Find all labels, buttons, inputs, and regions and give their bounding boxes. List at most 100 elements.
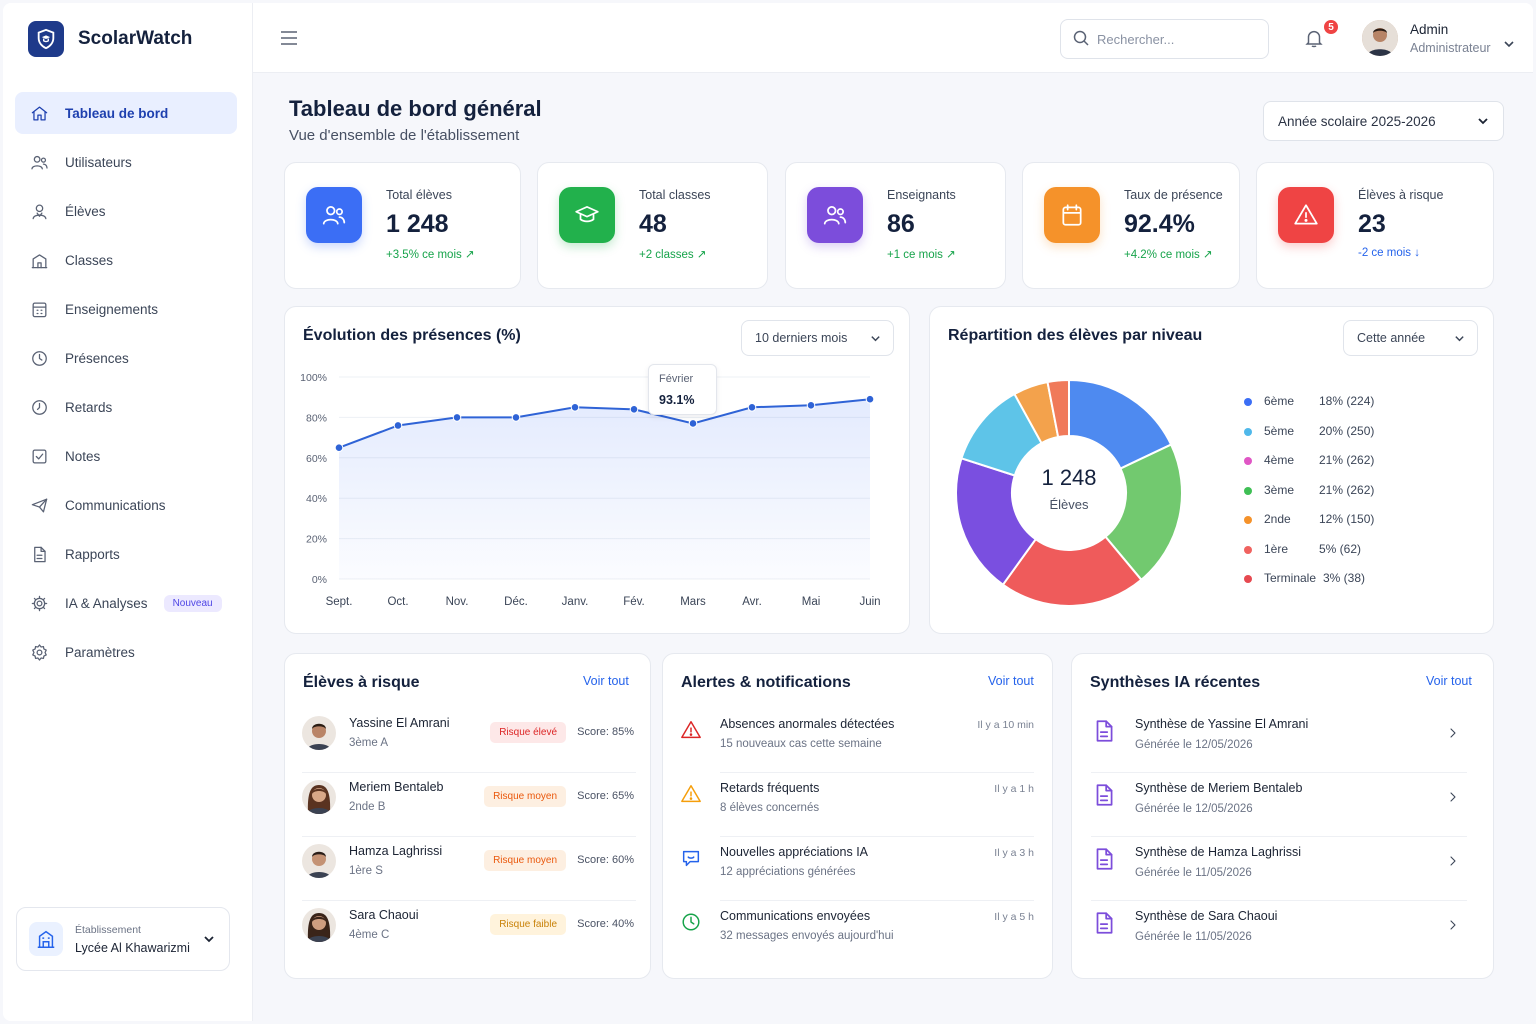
kpi-value: 23 <box>1358 210 1386 238</box>
kpi-label: Élèves à risque <box>1358 188 1444 202</box>
sidebar-item-notes[interactable]: Notes <box>15 435 237 477</box>
student-name: Meriem Bentaleb <box>349 780 444 794</box>
data-point[interactable] <box>688 419 698 428</box>
alert-row[interactable]: Nouvelles appréciations IA 12 appréciatio… <box>663 840 1052 904</box>
brand[interactable]: ScolarWatch <box>28 21 192 57</box>
kpi-delta: +3.5% ce mois ↗ <box>386 249 475 261</box>
data-point[interactable] <box>570 403 580 412</box>
sidebar-item-classes[interactable]: Classes <box>15 239 237 281</box>
kpi-card[interactable]: Total élèves 1 248 +3.5% ce mois ↗ <box>284 162 521 289</box>
alerts-see-all-link[interactable]: Voir tout <box>988 674 1034 688</box>
sidebar: ScolarWatch Tableau de bord Utilisateurs É… <box>3 3 253 1021</box>
alert-row[interactable]: Retards fréquents 8 élèves concernés Il y … <box>663 776 1052 840</box>
kpi-value: 92.4% <box>1124 210 1195 238</box>
kpi-label: Taux de présence <box>1124 188 1223 202</box>
distribution-card: Répartition des élèves par niveau Cette … <box>929 306 1494 634</box>
search-input[interactable]: Rechercher... <box>1060 19 1269 59</box>
establishment-label: Établissement <box>75 923 141 936</box>
search-icon <box>1073 30 1097 49</box>
chevron-right-icon[interactable] <box>1445 853 1461 874</box>
teachers-icon <box>807 187 863 243</box>
sidebar-item-communications[interactable]: Communications <box>15 484 237 526</box>
donut-slice[interactable] <box>1104 443 1183 582</box>
chevron-right-icon[interactable] <box>1445 789 1461 810</box>
x-tick-label: Oct. <box>387 596 408 608</box>
sidebar-item-tableau-de-bord[interactable]: Tableau de bord <box>15 92 237 134</box>
synthesis-row[interactable]: Synthèse de Sara Chaoui Générée le 11/05/… <box>1072 904 1493 968</box>
synthesis-row[interactable]: Synthèse de Yassine El Amrani Générée le … <box>1072 712 1493 776</box>
data-point[interactable] <box>334 443 344 452</box>
donut-slice[interactable] <box>955 457 1038 587</box>
kpi-delta: -2 ce mois ↓ <box>1358 247 1420 259</box>
divider <box>720 836 1034 837</box>
sidebar-item-eleves[interactable]: Élèves <box>15 190 237 232</box>
alert-title: Absences anormales détectées <box>720 717 895 731</box>
sidebar-item-enseignements[interactable]: Enseignements <box>15 288 237 330</box>
risk-student-row[interactable]: Yassine El Amrani 3ème A Risque élevé Score… <box>285 712 650 776</box>
kpi-label: Total classes <box>639 188 711 202</box>
risk-student-row[interactable]: Sara Chaoui 4ème C Risque faible Score: 40% <box>285 904 650 968</box>
alert-time: Il y a 5 h <box>994 911 1034 923</box>
kpi-label: Total élèves <box>386 188 453 202</box>
user-name: Admin <box>1410 22 1449 37</box>
data-point[interactable] <box>452 413 462 422</box>
chevron-down-icon <box>870 333 881 347</box>
chevron-down-icon[interactable] <box>1503 37 1515 55</box>
data-point[interactable] <box>393 421 403 430</box>
data-point[interactable] <box>629 405 639 414</box>
donut-slice[interactable] <box>1001 535 1143 607</box>
chevron-right-icon[interactable] <box>1445 917 1461 938</box>
alert-row[interactable]: Communications envoyées 32 messages envoy… <box>663 904 1052 968</box>
kpi-card[interactable]: Élèves à risque 23 -2 ce mois ↓ <box>1256 162 1494 289</box>
syntheses-title: Synthèses IA récentes <box>1090 674 1261 691</box>
tooltip-value: 93.1% <box>659 393 695 407</box>
tooltip-month: Février <box>659 373 694 385</box>
chat-icon <box>680 847 702 874</box>
sidebar-item-retards[interactable]: Retards <box>15 386 237 428</box>
kpi-card[interactable]: Taux de présence 92.4% +4.2% ce mois ↗ <box>1022 162 1240 289</box>
kpi-card[interactable]: Total classes 48 +2 classes ↗ <box>537 162 768 289</box>
sidebar-item-label: Élèves <box>65 203 106 219</box>
y-tick-label: 40% <box>306 493 327 505</box>
risk-student-row[interactable]: Meriem Bentaleb 2nde B Risque moyen Score: … <box>285 776 650 840</box>
school-year-select[interactable]: Année scolaire 2025-2026 <box>1263 101 1504 141</box>
establishment-selector[interactable]: Établissement Lycée Al Khawarizmi <box>16 907 230 971</box>
risk-student-row[interactable]: Hamza Laghrissi 1ère S Risque moyen Score: … <box>285 840 650 904</box>
hamburger-menu-icon[interactable] <box>280 31 298 50</box>
kpi-card[interactable]: Enseignants 86 +1 ce mois ↗ <box>785 162 1006 289</box>
kpi-value: 48 <box>639 210 667 238</box>
distribution-period-select[interactable]: Cette année <box>1343 320 1478 356</box>
synthesis-row[interactable]: Synthèse de Meriem Bentaleb Générée le 12… <box>1072 776 1493 840</box>
shield-logo-icon <box>28 21 64 57</box>
risk-see-all-link[interactable]: Voir tout <box>583 674 629 688</box>
synthesis-row[interactable]: Synthèse de Hamza Laghrissi Générée le 11… <box>1072 840 1493 904</box>
synthesis-title: Synthèse de Sara Chaoui <box>1135 909 1278 923</box>
chevron-right-icon[interactable] <box>1445 725 1461 746</box>
legend-label: 4ème <box>1264 453 1295 467</box>
data-point[interactable] <box>865 394 875 404</box>
syntheses-see-all-link[interactable]: Voir tout <box>1426 674 1472 688</box>
sidebar-item-rapports[interactable]: Rapports <box>15 533 237 575</box>
legend-label: 6ème <box>1264 394 1295 408</box>
sidebar-item-parametres[interactable]: Paramètres <box>15 631 237 673</box>
data-point[interactable] <box>511 413 521 422</box>
sidebar-item-presences[interactable]: Présences <box>15 337 237 379</box>
x-tick-label: Janv. <box>562 596 589 608</box>
x-tick-label: Mars <box>680 596 706 608</box>
donut-slice[interactable] <box>1046 378 1070 439</box>
establishment-name: Lycée Al Khawarizmi <box>75 940 190 955</box>
sidebar-item-ia-analyses[interactable]: IA & Analyses Nouveau <box>15 582 237 624</box>
avatar[interactable] <box>1362 20 1398 56</box>
attendance-period-select[interactable]: 10 derniers mois <box>741 320 894 356</box>
legend-dot <box>1244 427 1252 436</box>
sidebar-item-label: Classes <box>65 252 114 268</box>
legend-dot <box>1244 457 1252 465</box>
data-point[interactable] <box>806 400 816 410</box>
document-icon <box>1091 718 1117 749</box>
warning-icon <box>680 783 702 810</box>
sidebar-item-utilisateurs[interactable]: Utilisateurs <box>15 141 237 183</box>
bell-icon[interactable] <box>1303 27 1325 54</box>
data-point[interactable] <box>747 403 757 412</box>
alert-row[interactable]: Absences anormales détectées 15 nouveaux … <box>663 712 1052 776</box>
legend-label: 5ème <box>1264 423 1295 438</box>
